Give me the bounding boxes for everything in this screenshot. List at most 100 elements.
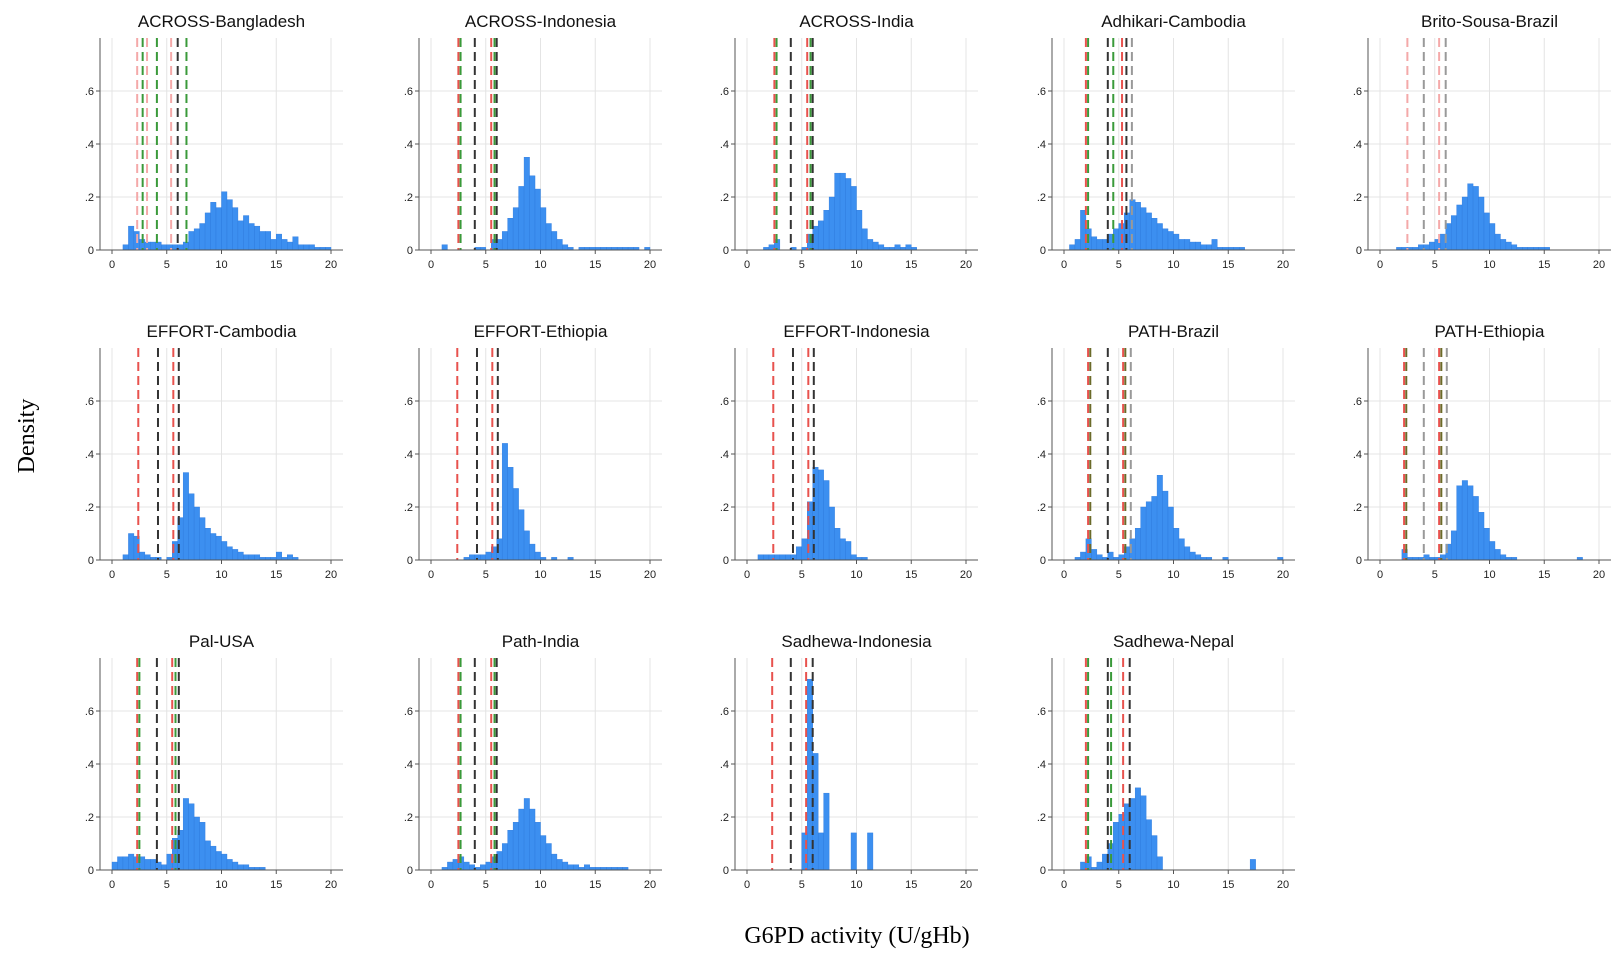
histogram-bar (801, 832, 808, 871)
histogram-bar (562, 861, 569, 871)
histogram-bar (226, 546, 233, 561)
histogram-bar (281, 239, 288, 251)
x-tick-label: 5 (483, 879, 489, 891)
histogram-bar (817, 832, 824, 871)
panel-across-indonesia: 0 .2 .4 .6 0 5 10 15 20 ACROSS-Indonesia (404, 12, 662, 271)
y-tick-label: .2 (85, 192, 94, 204)
histogram-bar (1156, 856, 1163, 871)
histogram-bar (1472, 496, 1479, 561)
histogram-bar (1195, 554, 1202, 561)
histogram-bar (237, 551, 244, 561)
histogram-bar (850, 554, 857, 561)
histogram-bar (1483, 212, 1490, 251)
histogram-bar (823, 210, 830, 251)
panel-title: PATH-Brazil (1128, 322, 1219, 341)
histogram-bar (1156, 223, 1163, 251)
histogram-bar (518, 509, 525, 561)
histogram-bar (523, 157, 530, 251)
histogram-bar (512, 822, 519, 871)
histogram-bar (1074, 239, 1081, 251)
y-tick-label: .4 (85, 449, 94, 461)
x-tick-label: 20 (1277, 259, 1289, 271)
histogram-bar (1467, 183, 1474, 251)
histogram-bar (872, 241, 879, 251)
x-tick-label: 5 (799, 569, 805, 581)
panel-effort-ethiopia: 0 .2 .4 .6 0 5 10 15 20 EFFORT-Ethiopia (404, 322, 662, 581)
y-tick-label: 0 (1040, 555, 1046, 567)
histogram-bar (447, 861, 454, 871)
histogram-bar (232, 861, 239, 871)
histogram-bar (518, 186, 525, 251)
histogram-bar (122, 244, 129, 251)
histogram-bar (828, 196, 835, 251)
histogram-bar (1096, 861, 1103, 871)
histogram-bar (867, 239, 874, 251)
y-tick-label: 0 (1040, 865, 1046, 877)
histogram-bar (221, 191, 228, 251)
histogram-bar (1145, 501, 1152, 561)
y-tick-label: .4 (1037, 759, 1046, 771)
histogram-bar (1467, 485, 1474, 561)
histogram-bar (501, 843, 508, 871)
y-tick-label: .2 (404, 192, 413, 204)
y-tick-label: .6 (404, 396, 413, 408)
y-tick-label: 0 (88, 865, 94, 877)
histogram-bar (1489, 541, 1496, 561)
histogram-bar (850, 832, 857, 871)
histogram-bar (144, 859, 151, 871)
histogram-bar (188, 231, 195, 251)
x-tick-label: 15 (270, 569, 282, 581)
histogram-bar (567, 864, 574, 871)
y-tick-label: .2 (1037, 502, 1046, 514)
histogram-bar (1478, 512, 1485, 561)
histogram-bar (1091, 236, 1098, 251)
x-tick-label: 0 (1061, 879, 1067, 891)
histogram-bar (551, 231, 558, 251)
histogram-bar (845, 178, 852, 251)
histogram-bar (215, 207, 222, 251)
x-tick-label: 15 (589, 569, 601, 581)
x-tick-label: 15 (1222, 569, 1234, 581)
y-tick-label: 0 (723, 865, 729, 877)
histogram-bar (823, 792, 830, 871)
x-tick-label: 15 (905, 259, 917, 271)
x-tick-label: 0 (1061, 569, 1067, 581)
x-tick-label: 20 (325, 259, 337, 271)
histogram-bar (1189, 241, 1196, 251)
histogram-bar (287, 241, 293, 251)
histogram-bar (1461, 196, 1468, 251)
panel-effort-cambodia: 0 .2 .4 .6 0 5 10 15 20 EFFORT-Cambodia (85, 322, 343, 581)
histogram-bar (856, 210, 863, 251)
x-tick-label: 5 (483, 569, 489, 581)
histogram-bar (518, 808, 525, 871)
y-tick-label: 0 (88, 555, 94, 567)
histogram-bar (1151, 496, 1158, 561)
histogram-bar (905, 244, 912, 251)
histogram-bar (1124, 212, 1130, 251)
x-tick-label: 0 (428, 569, 434, 581)
histogram-bar (828, 506, 835, 561)
x-tick-label: 0 (428, 259, 434, 271)
histogram-bar (188, 803, 195, 871)
histogram-bar (1096, 554, 1103, 561)
x-tick-label: 10 (215, 569, 227, 581)
x-tick-label: 20 (960, 259, 972, 271)
histogram-bar (562, 244, 569, 251)
y-tick-label: 0 (88, 245, 94, 257)
y-tick-label: .2 (85, 502, 94, 514)
x-tick-label: 10 (1167, 259, 1179, 271)
x-tick-label: 15 (270, 259, 282, 271)
y-tick-label: .4 (1353, 449, 1362, 461)
histogram-bar (243, 864, 250, 871)
y-tick-label: 0 (407, 865, 413, 877)
histogram-bar (1206, 244, 1213, 251)
histogram-bar (1080, 551, 1087, 561)
histogram-bar (204, 212, 211, 251)
histogram-bar (243, 215, 250, 251)
histogram-bar (1091, 549, 1098, 561)
histogram-bar (226, 859, 233, 871)
histogram-bar (441, 244, 448, 251)
histogram-bar (785, 554, 792, 561)
histogram-bar (303, 244, 310, 251)
